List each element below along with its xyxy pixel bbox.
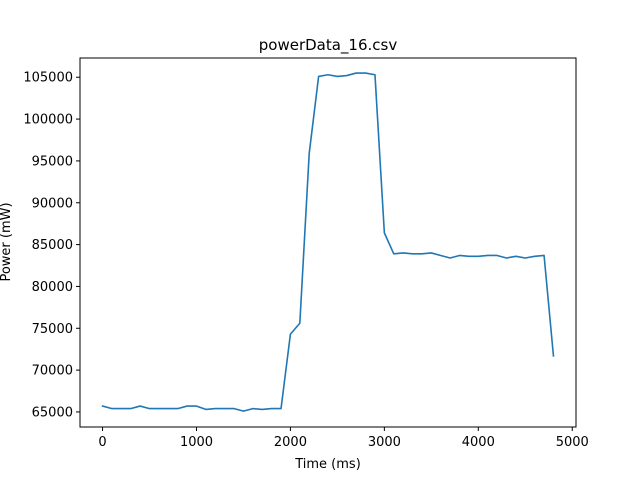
y-tick-label: 105000 (23, 71, 73, 86)
y-axis-label: Power (mW) (0, 202, 14, 281)
y-tick-label: 70000 (32, 364, 73, 379)
y-tick-label: 75000 (32, 322, 73, 337)
y-tick-label: 65000 (32, 405, 73, 420)
y-tick-label: 80000 (32, 280, 73, 295)
x-axis-ticks: 0 1000 2000 3000 4000 5000 (98, 427, 589, 450)
power-series-line (101, 72, 555, 412)
y-tick-label: 100000 (23, 113, 73, 128)
x-tick-label: 5000 (556, 435, 589, 450)
x-tick-label: 1000 (180, 435, 213, 450)
x-axis-label: Time (ms) (294, 457, 361, 472)
y-tick-label: 95000 (32, 154, 73, 169)
series-layer (101, 72, 555, 412)
chart-title: powerData_16.csv (259, 36, 398, 55)
x-tick-label: 4000 (462, 435, 495, 450)
x-tick-label: 2000 (274, 435, 307, 450)
plot-frame (79, 57, 577, 428)
x-tick-label: 3000 (368, 435, 401, 450)
x-tick-label: 0 (98, 435, 106, 450)
y-tick-label: 85000 (32, 238, 73, 253)
y-axis-ticks: 65000 70000 75000 80000 85000 90000 95000 10000… (23, 71, 80, 420)
y-tick-label: 90000 (32, 196, 73, 211)
